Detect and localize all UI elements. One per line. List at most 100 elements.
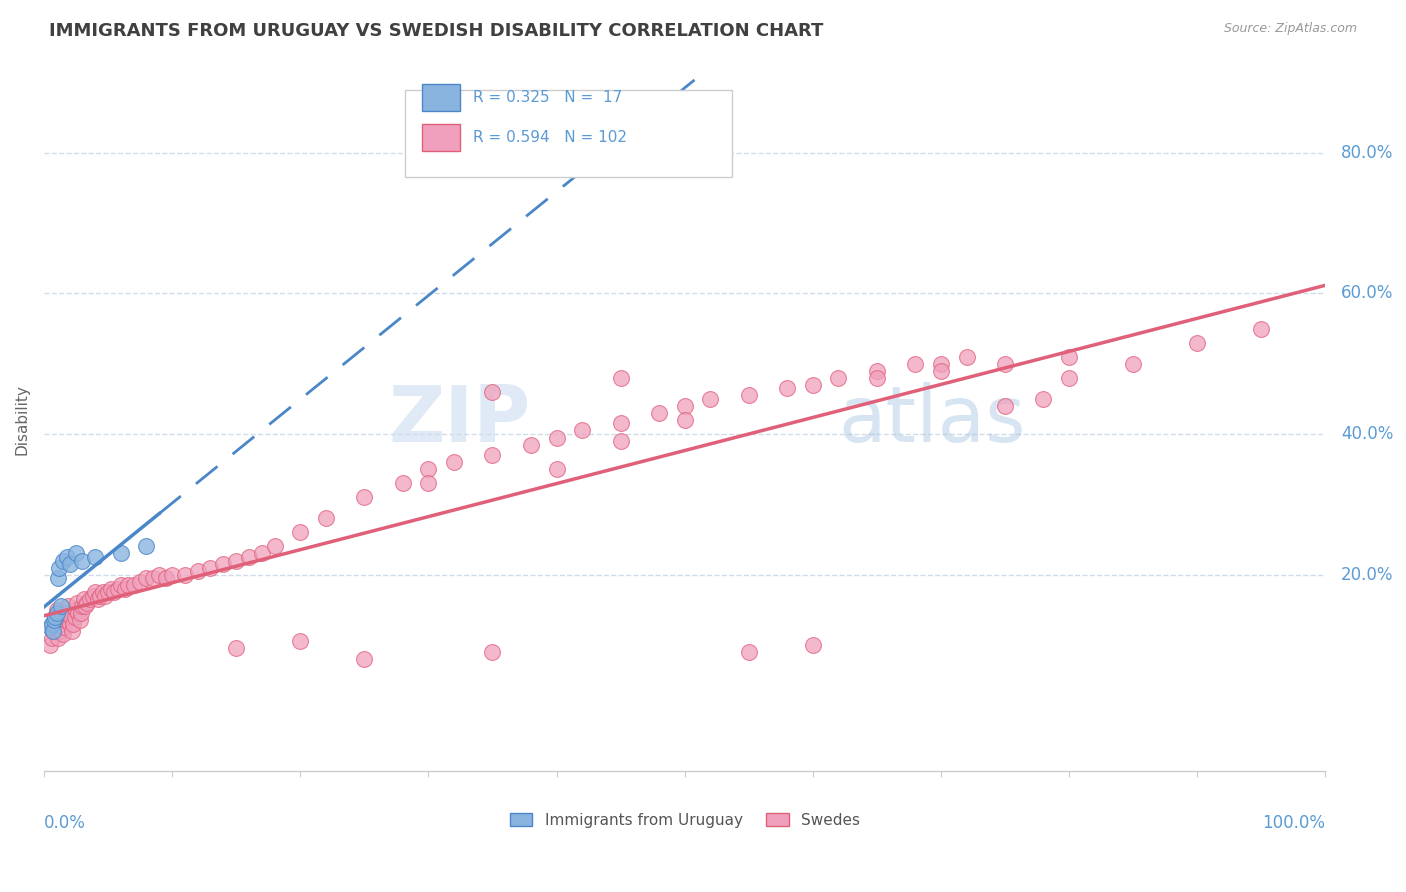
Point [46, 631, 69, 645]
Text: R = 0.594   N = 102: R = 0.594 N = 102 [474, 130, 627, 145]
Point [39, 638, 62, 652]
Text: 100.0%: 100.0% [1263, 814, 1326, 831]
Point [648, 406, 671, 420]
Point [994, 357, 1017, 371]
Point [155, 571, 177, 585]
Point [41, 631, 63, 645]
Point [135, 540, 157, 554]
Text: ZIP: ZIP [388, 382, 531, 458]
Point [86, 592, 108, 607]
Point [1057, 371, 1080, 385]
Point [72, 553, 94, 567]
Point [225, 641, 247, 656]
Point [97, 585, 120, 599]
Point [994, 399, 1017, 413]
Point [44, 609, 66, 624]
Point [929, 357, 952, 371]
Point [904, 357, 927, 371]
Point [44, 609, 66, 624]
Point [129, 574, 152, 589]
Point [65, 546, 87, 560]
Point [82, 589, 104, 603]
Point [72, 592, 94, 607]
Point [94, 589, 117, 603]
Point [41, 616, 63, 631]
Point [1250, 321, 1272, 335]
Point [1057, 350, 1080, 364]
Text: 80.0%: 80.0% [1341, 144, 1393, 161]
Point [418, 476, 440, 491]
Point [187, 564, 209, 578]
Point [955, 350, 977, 364]
Point [699, 392, 721, 406]
Point [142, 571, 165, 585]
Text: atlas: atlas [838, 382, 1026, 458]
Text: IMMIGRANTS FROM URUGUAY VS SWEDISH DISABILITY CORRELATION CHART: IMMIGRANTS FROM URUGUAY VS SWEDISH DISAB… [49, 22, 824, 40]
Legend: Immigrants from Uruguay, Swedes: Immigrants from Uruguay, Swedes [503, 806, 866, 834]
Point [53, 620, 76, 634]
Point [72, 599, 94, 614]
Point [46, 571, 69, 585]
Point [42, 624, 65, 638]
Point [173, 567, 195, 582]
Point [91, 585, 114, 599]
Y-axis label: Disability: Disability [15, 384, 30, 456]
Point [117, 578, 139, 592]
Point [609, 434, 631, 448]
Point [481, 384, 503, 399]
Point [48, 560, 70, 574]
Point [225, 553, 247, 567]
Point [481, 448, 503, 462]
Point [49, 599, 72, 614]
Point [84, 585, 107, 599]
Point [70, 606, 93, 620]
Point [418, 462, 440, 476]
Point [79, 592, 101, 607]
Point [58, 616, 80, 631]
Text: 40.0%: 40.0% [1341, 425, 1393, 443]
Point [110, 546, 132, 560]
Point [110, 578, 132, 592]
Point [44, 613, 66, 627]
Point [48, 624, 70, 638]
Point [52, 627, 75, 641]
Point [391, 476, 413, 491]
Point [546, 430, 568, 444]
Text: Source: ZipAtlas.com: Source: ZipAtlas.com [1223, 22, 1357, 36]
Point [44, 616, 66, 631]
Point [89, 589, 111, 603]
Text: 60.0%: 60.0% [1341, 285, 1393, 302]
Point [148, 567, 170, 582]
Point [738, 388, 761, 402]
Point [1032, 392, 1054, 406]
FancyBboxPatch shape [405, 89, 733, 178]
Text: 20.0%: 20.0% [1341, 566, 1393, 583]
Point [58, 557, 80, 571]
Point [84, 549, 107, 564]
Point [56, 606, 79, 620]
Point [1187, 335, 1209, 350]
Point [52, 553, 75, 567]
Point [73, 599, 96, 614]
Point [107, 582, 129, 596]
Point [353, 490, 375, 504]
Point [39, 620, 62, 634]
Point [546, 462, 568, 476]
Point [801, 377, 824, 392]
Text: R = 0.325   N =  17: R = 0.325 N = 17 [474, 90, 623, 105]
Point [290, 634, 312, 648]
Point [827, 371, 849, 385]
Point [520, 437, 543, 451]
Point [290, 525, 312, 540]
Point [60, 624, 83, 638]
Point [135, 571, 157, 585]
Point [63, 609, 86, 624]
Point [315, 511, 337, 525]
Point [58, 599, 80, 614]
Point [929, 364, 952, 378]
Point [49, 616, 72, 631]
Point [160, 567, 183, 582]
Point [65, 603, 87, 617]
Point [738, 645, 761, 659]
Point [866, 364, 889, 378]
